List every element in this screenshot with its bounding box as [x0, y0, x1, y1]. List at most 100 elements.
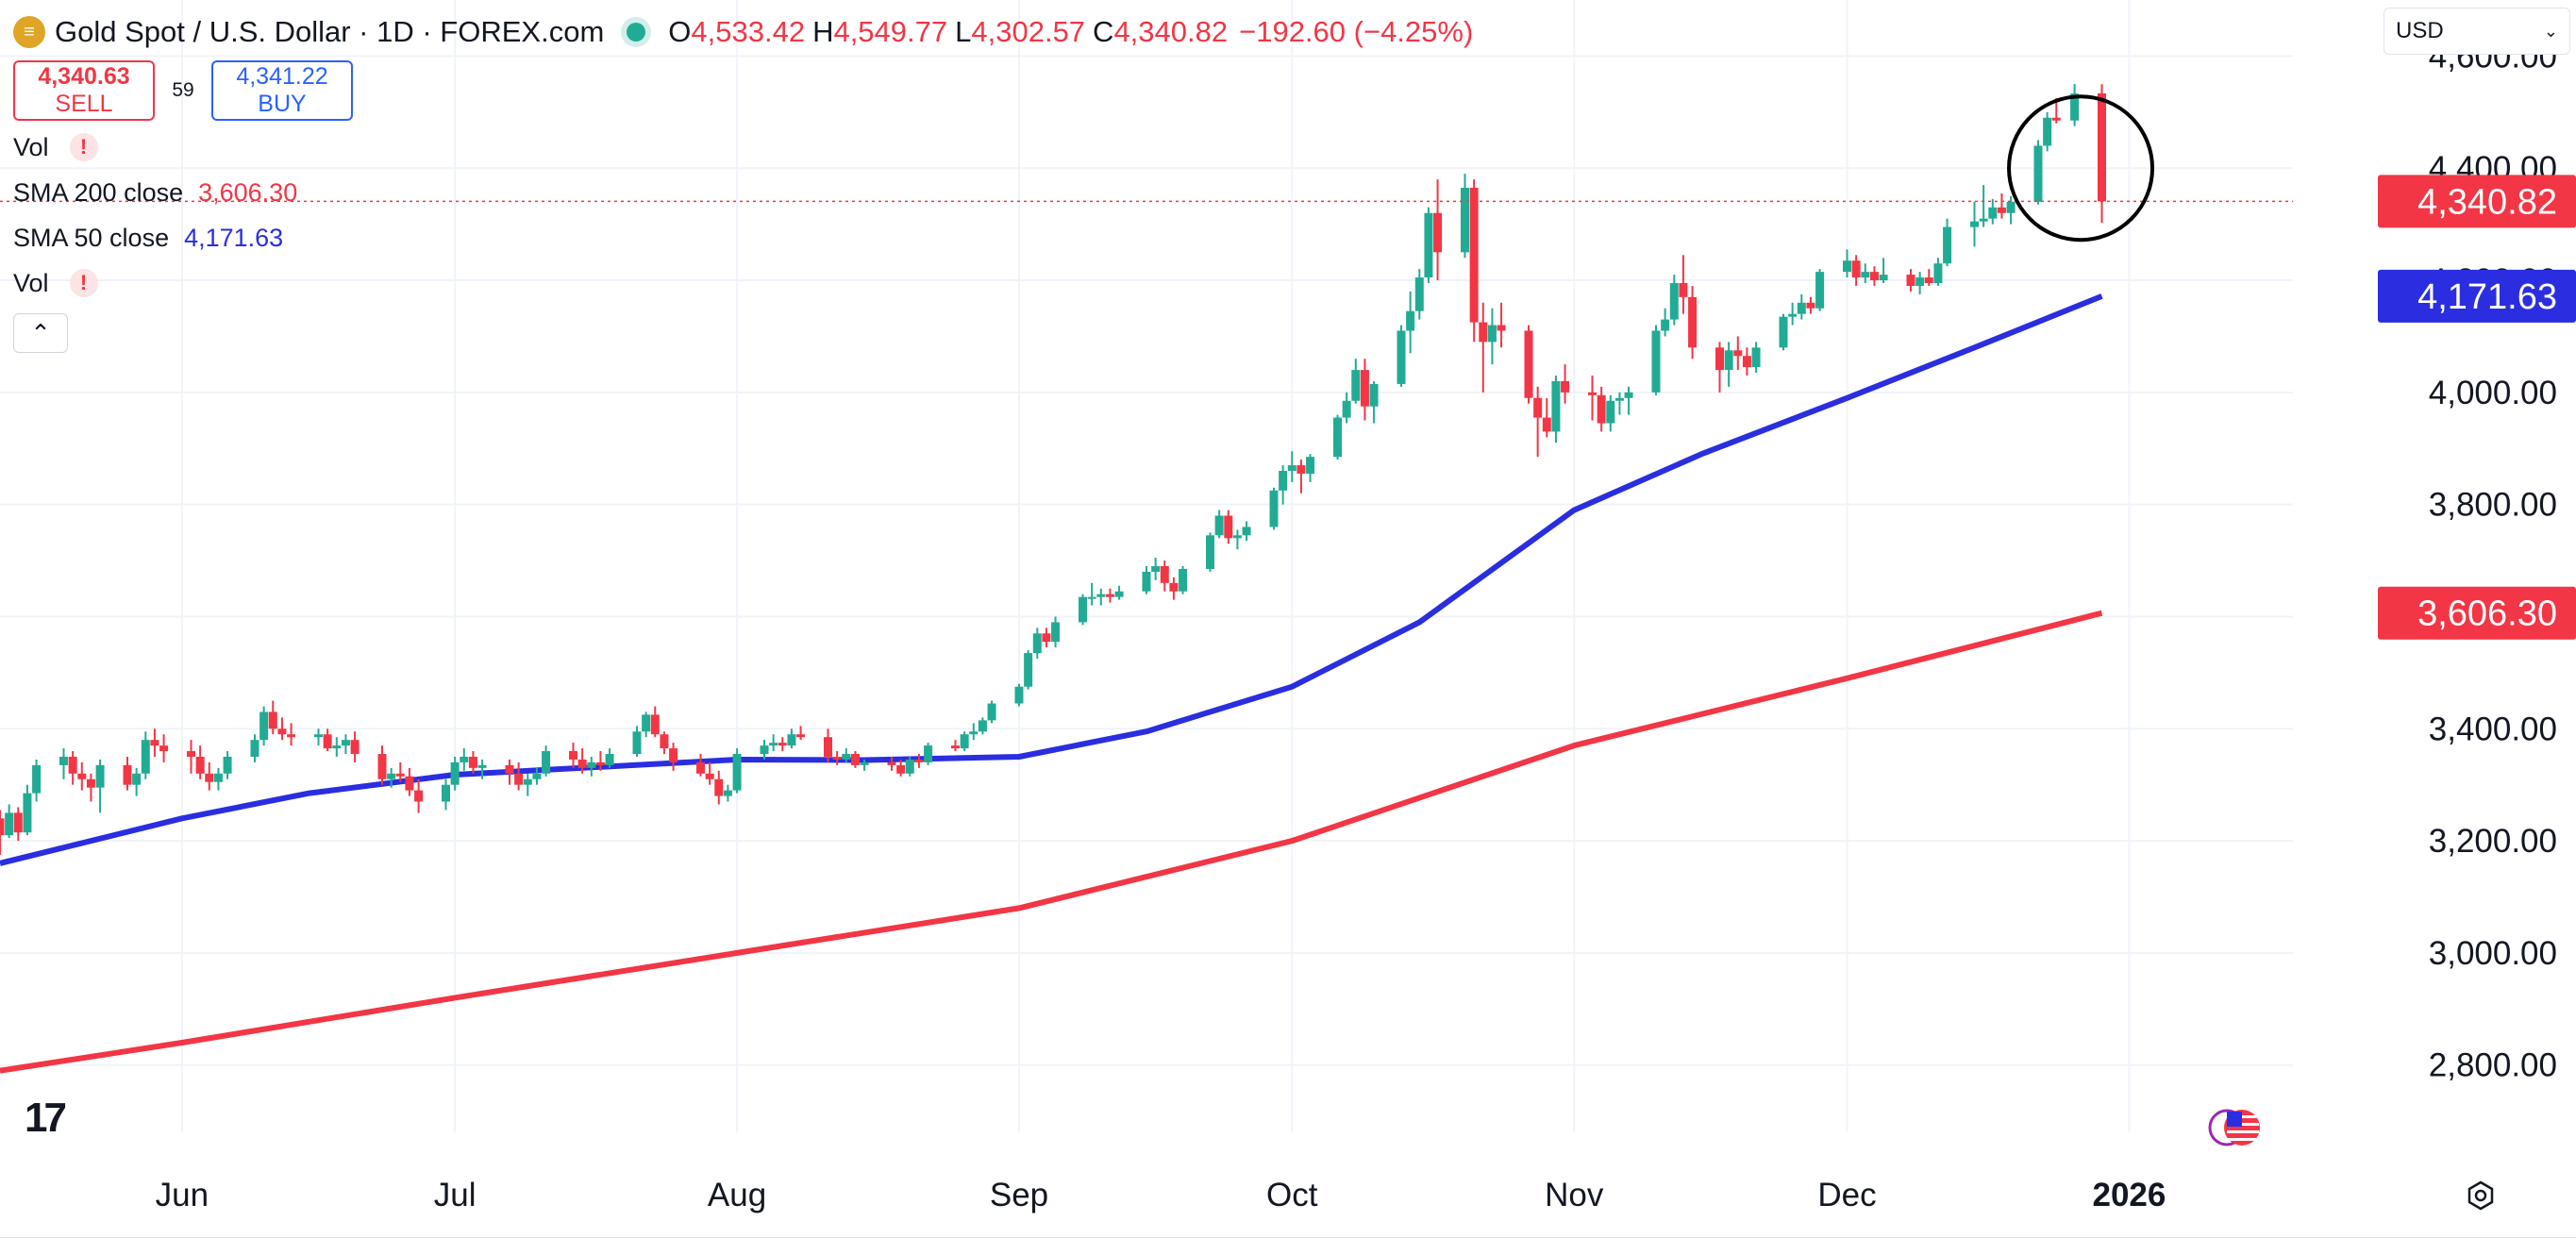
candle-body	[1024, 653, 1033, 687]
candle-body	[1214, 515, 1224, 536]
candle	[1797, 293, 1806, 320]
candle-body	[2006, 201, 2016, 213]
indicator-vol-2[interactable]: Vol !	[13, 260, 1473, 306]
candle	[2070, 84, 2080, 126]
candle-body	[2098, 92, 2106, 202]
candle-body	[960, 734, 969, 749]
candle-body	[187, 751, 195, 757]
candle	[86, 773, 95, 802]
indicator-sma50[interactable]: SMA 50 close 4,171.63	[13, 215, 1473, 260]
candle	[532, 767, 542, 785]
candle	[924, 743, 933, 765]
symbol-title-row: ≡ Gold Spot / U.S. Dollar · 1D · FOREX.c…	[13, 9, 1473, 55]
candle	[1032, 627, 1042, 660]
candle	[2043, 111, 2052, 152]
candle-body	[1797, 302, 1806, 314]
candle	[59, 748, 68, 779]
candle	[1651, 325, 1661, 395]
candle	[1151, 558, 1161, 580]
candle	[1879, 258, 1888, 283]
candle-body	[1287, 465, 1296, 472]
sell-button[interactable]: 4,340.63 SELL	[13, 60, 155, 121]
grid	[0, 0, 2293, 1132]
candle-body	[1751, 347, 1761, 368]
time-tick-label: Aug	[708, 1177, 766, 1213]
candle-body	[159, 745, 169, 752]
indicator-vol-1[interactable]: Vol !	[13, 125, 1473, 170]
candle	[277, 717, 287, 741]
candle	[1933, 258, 1943, 286]
candle	[1624, 386, 1633, 415]
candle	[1943, 218, 1952, 267]
candle	[341, 734, 350, 755]
collapse-legend-button[interactable]: ⌃	[13, 313, 68, 353]
candle	[1970, 201, 1979, 247]
buy-button[interactable]: 4,341.22 BUY	[211, 60, 353, 121]
tradingview-logo-icon[interactable]: 17	[25, 1095, 67, 1141]
us-flag-icon[interactable]	[2208, 1106, 2263, 1149]
candle-body	[1179, 568, 1188, 592]
candle-body	[577, 759, 587, 768]
candle-body	[1242, 527, 1251, 536]
candle	[205, 761, 214, 791]
price-axis[interactable]: 2,800.003,000.003,200.003,400.003,600.00…	[2378, 38, 2576, 1084]
candle	[1096, 588, 1106, 606]
candle	[1551, 376, 1561, 443]
candle-body	[896, 764, 906, 774]
candle	[1360, 359, 1369, 421]
buy-label: BUY	[258, 91, 307, 117]
time-axis[interactable]: Jun Jul Aug Sep Oct Nov Dec 2026	[0, 1177, 2576, 1238]
candle	[1242, 521, 1251, 542]
candle	[1733, 336, 1743, 371]
price-tag: 4,171.63	[2378, 269, 2576, 323]
candle	[2006, 195, 2016, 225]
candle-body	[1087, 596, 1096, 599]
candle-body	[1461, 188, 1469, 253]
candle-body	[1114, 591, 1124, 597]
candle-body	[23, 793, 32, 833]
candle	[1915, 272, 1925, 294]
candle-body	[1779, 316, 1788, 348]
candle-body	[542, 751, 551, 774]
ohlc-high-key: H	[812, 15, 834, 48]
candle-body	[1306, 457, 1315, 474]
price-tag-label: 4,340.82	[2417, 182, 2557, 222]
candle-body	[1624, 392, 1633, 398]
candle	[577, 748, 587, 774]
candle	[860, 759, 869, 771]
candle-body	[477, 764, 487, 768]
candle	[468, 751, 477, 774]
indicator-sma200[interactable]: SMA 200 close 3,606.30	[13, 170, 1473, 215]
candle-body	[650, 714, 660, 735]
candle	[268, 700, 277, 735]
candle	[1806, 296, 1815, 314]
candle	[824, 728, 832, 762]
candle-body	[1733, 350, 1743, 357]
price-tick-label: 2,800.00	[2429, 1047, 2557, 1084]
candle	[542, 745, 551, 777]
candle-body	[1933, 263, 1943, 283]
candle-body	[442, 784, 450, 802]
candle-body	[860, 761, 869, 765]
candle-body	[887, 761, 896, 765]
candle	[68, 751, 77, 785]
candle-body	[1551, 380, 1561, 432]
candle-body	[350, 740, 360, 755]
candle	[1788, 302, 1798, 326]
symbol-title[interactable]: Gold Spot / U.S. Dollar · 1D · FOREX.com	[55, 15, 605, 48]
candle-body	[1851, 260, 1861, 278]
candle-body	[1533, 397, 1543, 418]
ohlc-open: 4,533.42	[691, 15, 806, 48]
candle-body	[1079, 596, 1087, 623]
candle	[1997, 192, 2006, 219]
price-tag-bg	[2378, 175, 2576, 228]
warning-icon[interactable]: !	[69, 269, 98, 297]
currency-select[interactable]: USD ⌄	[2384, 8, 2570, 55]
candle-body	[1715, 347, 1724, 371]
settings-icon[interactable]	[2465, 1179, 2497, 1212]
candle-body	[468, 756, 477, 768]
candle	[2033, 140, 2043, 205]
warning-icon[interactable]: !	[69, 133, 98, 161]
candle-body	[95, 764, 105, 788]
